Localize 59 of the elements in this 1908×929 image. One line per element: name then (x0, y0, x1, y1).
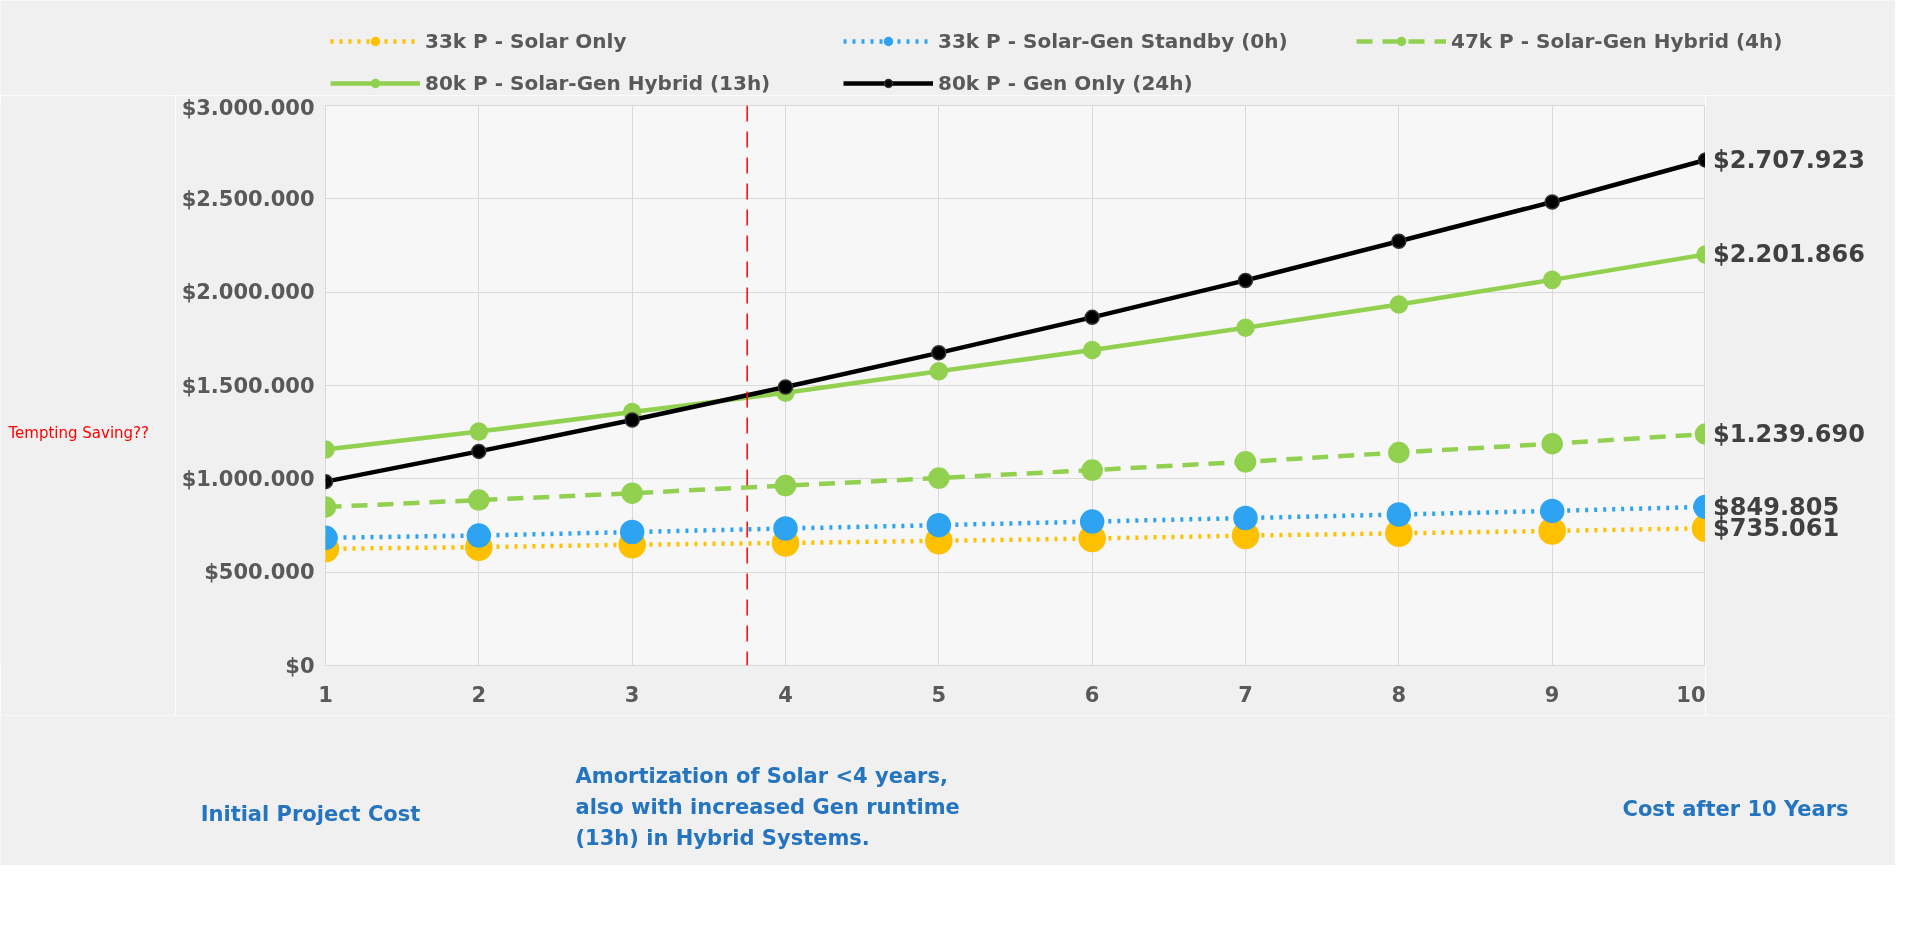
point (1084, 309, 1100, 326)
point (1544, 194, 1560, 210)
y-tick-label: $3.000.000 (181, 95, 315, 120)
point (1081, 459, 1103, 481)
y-tick-label: $1.500.000 (181, 373, 315, 398)
point (1236, 318, 1255, 338)
point (1233, 505, 1258, 531)
x-tick-label: 10 (1676, 682, 1706, 707)
point (1389, 295, 1409, 314)
y-tick-label: $2.500.000 (181, 186, 315, 211)
text: Amortization of Solar <4 years, also with increased Gen runtime (13h) in Hybrid Systems. (575, 764, 960, 851)
point (1539, 498, 1565, 524)
x-tick-label: 3 (624, 682, 640, 707)
x-tick-label: 7 (1238, 682, 1253, 707)
point (931, 345, 947, 361)
point (1237, 272, 1254, 289)
legend-label: 33k P - Solar-Gen Standby (0h) (938, 29, 1289, 53)
y-tick-label: $2.000.000 (181, 280, 315, 305)
legend-label: 80k P - Gen Only (24h) (938, 71, 1194, 95)
point (1234, 451, 1257, 473)
point (1079, 509, 1105, 534)
y-tick-label: $1.000.000 (181, 466, 315, 491)
point (466, 523, 492, 548)
point (777, 379, 794, 395)
x-tick-label: 6 (1084, 682, 1100, 707)
y-tick-label: $0 (285, 653, 315, 678)
text: Cost after 10 Years (1622, 796, 1849, 821)
point (619, 519, 645, 545)
text: Tempting Saving?? (7, 423, 150, 442)
point (773, 516, 798, 541)
data-label: $2.707.923 (1713, 146, 1865, 175)
y-tick-label: $500.000 (204, 560, 315, 585)
point (1542, 270, 1562, 290)
point (926, 512, 952, 538)
point (621, 482, 643, 504)
point (774, 474, 797, 497)
x-tick-label: 4 (778, 682, 793, 707)
point (929, 362, 949, 381)
legend-label: 47k P - Solar-Gen Hybrid (4h) (1451, 29, 1784, 53)
point (928, 467, 950, 489)
point (1388, 441, 1410, 464)
data-label: $1.239.690 (1713, 420, 1865, 449)
x-tick-label: 8 (1391, 682, 1407, 707)
point (1391, 233, 1407, 249)
legend-label: 80k P - Solar-Gen Hybrid (13h) (425, 71, 772, 95)
point (1541, 433, 1563, 455)
text: Initial Project Cost (200, 801, 421, 826)
data-label: $2.201.866 (1713, 240, 1865, 269)
point (468, 489, 490, 511)
point (1386, 502, 1412, 527)
legend-label: 33k P - Solar Only (425, 29, 628, 53)
x-tick-label: 9 (1544, 682, 1560, 707)
point (624, 412, 640, 428)
x-tick-label: 5 (931, 682, 947, 707)
point (471, 443, 487, 460)
x-tick-label: 2 (471, 682, 487, 707)
point (469, 422, 489, 441)
point (1082, 340, 1102, 360)
x-tick-label: 1 (318, 682, 333, 707)
